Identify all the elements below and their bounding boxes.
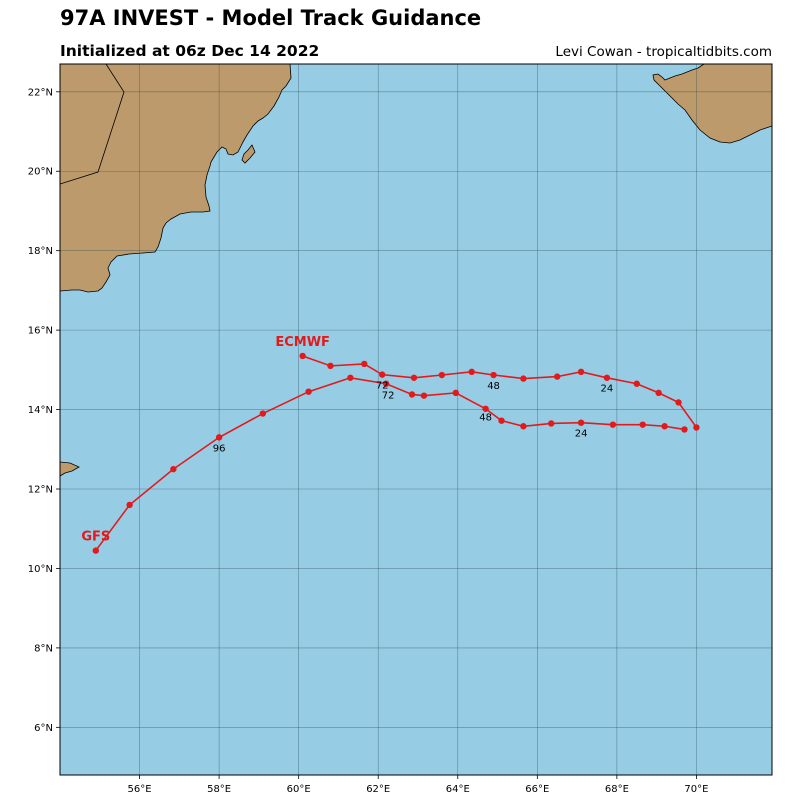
gfs-track-point [170, 465, 177, 473]
gfs-track-point [408, 391, 416, 398]
map-frame [59, 63, 773, 776]
lon-tick-label: 64°E [446, 784, 470, 795]
gridlines [60, 64, 772, 775]
ecmwf-hour-label: 24 [601, 384, 614, 395]
lon-tick-label: 58°E [207, 784, 231, 795]
lat-tick-label: 18°N [28, 246, 53, 257]
ecmwf-track-point [378, 371, 386, 378]
credit-text: Levi Cowan - tropicaltidbits.com [555, 44, 772, 60]
ecmwf-model-label: ECMWF [275, 335, 330, 350]
gfs-track-point [452, 389, 459, 397]
ecmwf-track-point [468, 368, 475, 376]
gfs-track-point [259, 410, 267, 417]
lat-tick-label: 12°N [28, 485, 53, 496]
gfs-track-point [639, 421, 646, 428]
ecmwf-track-line [302, 355, 698, 428]
ecmwf-track-point [554, 373, 561, 380]
track-labels: 24 48 72 ECMWF 24 48 72 96 GFS [81, 335, 613, 545]
ecmwf-track-point [299, 352, 306, 360]
gfs-track-point [520, 423, 527, 430]
border-line [60, 64, 125, 185]
model-tracks [92, 352, 700, 554]
ecmwf-track-point [693, 424, 700, 431]
ecmwf-track-point [438, 371, 446, 379]
gfs-track-point [661, 423, 668, 430]
ecmwf-track-point [327, 362, 334, 370]
gfs-track-point [482, 405, 489, 412]
lon-tick-label: 68°E [605, 784, 629, 795]
lat-tick-label: 16°N [28, 326, 53, 337]
gfs-track-point [548, 420, 555, 427]
ecmwf-track-point [490, 371, 497, 379]
gfs-track-point [347, 374, 354, 381]
lon-tick-label: 60°E [287, 784, 311, 795]
ecmwf-track-point [577, 368, 585, 376]
land-arabian-peninsula [60, 64, 292, 293]
gfs-track-point [215, 434, 223, 441]
axis-ticks: 56°E 58°E 60°E 62°E 64°E 66°E 68°E 70°E 6°N 8°N 10… [28, 87, 709, 795]
ecmwf-track-point [655, 389, 662, 397]
gfs-track-point [681, 426, 688, 433]
gfs-hour-label: 96 [213, 443, 226, 454]
gfs-track-point [305, 388, 312, 395]
ecmwf-track-point [520, 375, 527, 382]
ecmwf-track-point [675, 399, 682, 406]
lat-tick-label: 8°N [34, 643, 53, 654]
lon-tick-label: 66°E [525, 784, 549, 795]
ecmwf-track-point [361, 360, 368, 368]
ecmwf-hour-label: 72 [376, 381, 389, 392]
chart-title: 97A INVEST - Model Track Guidance [60, 6, 482, 30]
lon-tick-label: 56°E [128, 784, 152, 795]
ecmwf-track-point [633, 380, 640, 387]
gfs-hour-label: 48 [479, 413, 492, 424]
ecmwf-track-point [603, 374, 611, 381]
init-time-subtitle: Initialized at 06z Dec 14 2022 [60, 42, 320, 60]
gfs-track-point [420, 392, 428, 399]
lat-tick-label: 22°N [28, 87, 53, 98]
gfs-track-point [609, 421, 617, 428]
gfs-track-point [126, 501, 133, 509]
gfs-model-label: GFS [81, 530, 110, 545]
gfs-track-point [382, 380, 390, 387]
gfs-track-point [498, 417, 505, 424]
gfs-track-point [92, 547, 99, 554]
ecmwf-track-point [410, 374, 418, 381]
gfs-hour-label: 72 [382, 390, 395, 401]
gfs-track-point [577, 419, 585, 426]
land-india [652, 64, 772, 144]
gfs-track-line [95, 376, 685, 552]
lon-tick-label: 62°E [366, 784, 390, 795]
land-horn-of-africa [60, 461, 80, 477]
lat-tick-label: 20°N [28, 167, 53, 178]
lat-tick-label: 6°N [34, 723, 53, 734]
lon-tick-label: 70°E [684, 784, 708, 795]
land-islet [241, 144, 256, 164]
ecmwf-hour-label: 48 [487, 381, 500, 392]
lat-tick-label: 10°N [28, 564, 53, 575]
lat-tick-label: 14°N [28, 405, 53, 416]
gfs-hour-label: 24 [575, 429, 588, 440]
